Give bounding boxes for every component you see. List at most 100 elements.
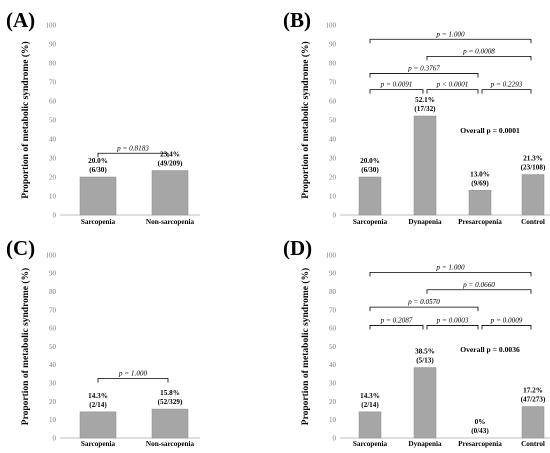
panel-d-y-axis-label: Proportion of metabolic syndrome (%) [300,268,311,425]
panel-c-y-tick-label: 60 [49,325,57,333]
panel-b-x-category-label: Dynapenia [408,218,442,226]
panel-b-y-tick-label: 0 [333,211,337,219]
panel-a-y-tick-label: 70 [49,78,57,86]
panel-b-x-category-label: Presarcopenia [458,218,502,226]
panel-a-bar [79,176,117,216]
panel-b-p-value-label: p < 0.0001 [436,81,469,89]
panel-a-bar-count-label: (49/209) [158,160,183,168]
panel-c-bar [79,411,117,439]
panel-d-p-value-label: p = 0.0570 [407,298,440,306]
panel-b-comparison-bracket [369,73,479,78]
panel-b-y-tick-label: 60 [329,97,337,105]
panel-c-y-tick-label: 10 [49,416,57,424]
panel-d-y-tick-label: 50 [329,343,337,351]
panel-d-x-category-label: Sarcopenia [353,440,388,448]
panel-b-p-value-label: p = 0.2293 [490,81,523,89]
panel-b-y-tick-label: 70 [329,78,337,86]
panel-b-comparison-bracket [426,89,479,94]
panel-d-bar [521,406,545,439]
panel-c-y-tick-label: 20 [49,398,57,406]
panel-b-bar-value-label: 52.1% [415,96,435,104]
panel-b-y-tick-label: 50 [329,116,337,124]
panel-b-bar-value-label: 13.0% [470,170,490,178]
panel-c-y-tick-label: 40 [49,361,57,369]
panel-b-label: (B) [283,8,311,32]
panel-b-bar-count-label: (17/32) [414,105,436,113]
panel-d-p-value-label: p = 0.0660 [462,281,495,289]
panel-b-comparison-bracket [481,89,532,94]
panel-c-x-category-label: Non-sarcopenia [146,440,195,448]
panel-b-bar [413,115,437,216]
panel-a-y-axis-label: Proportion of metabolic syndrome (%) [20,41,31,198]
panel-b-x-category-label: Control [521,218,545,226]
panel-d-comparison-bracket [369,306,479,312]
panel-d-comparison-bracket [426,325,479,330]
panel-c-p-value-label: p = 1.000 [118,370,148,378]
panel-c-bar-value-label: 15.8% [160,389,180,397]
panel-b-y-tick-label: 100 [326,21,337,29]
panel-d-overall-p-label: Overall p = 0.0036 [460,345,520,354]
panel-d-y-tick-label: 0 [333,434,337,442]
panel-d-comparison-bracket [481,325,532,330]
panel-c-bar-value-label: 14.3% [88,392,108,400]
panel-a-y-tick-label: 10 [49,192,57,200]
panel-d-y-tick-label: 100 [326,251,337,259]
panel-d-bar-count-label: (2/14) [361,401,379,409]
panel-d-y-tick-label: 10 [329,416,337,424]
panel-d-bar-value-label: 17.2% [523,387,543,395]
panel-b-comparison-bracket [426,55,532,61]
panel-d-y-tick-label: 70 [329,306,337,314]
panel-a-y-tick-label: 100 [46,21,57,29]
panel-a-p-value-label: p = 0.8183 [116,144,149,152]
panel-a-bar-value-label: 20.0% [88,157,108,165]
panel-d-x-category-label: Dynapenia [408,440,442,448]
panel-d-p-value-label: p = 0.2087 [380,316,413,324]
panel-c-comparison-bracket [97,378,169,383]
panel-b-y-axis-label: Proportion of metabolic syndrome (%) [300,41,311,198]
panel-d-p-value-label: p = 0.0003 [436,316,469,324]
panel-c-y-tick-label: 80 [49,288,57,296]
panel-d-y-tick-label: 30 [329,380,337,388]
panel-c-y-tick-label: 0 [53,434,57,442]
panel-a-y-tick-label: 60 [49,97,57,105]
panel-b-bar [468,190,492,216]
panel-b-p-value-label: p = 0.0091 [380,81,413,89]
panel-a-y-tick-label: 0 [53,211,57,219]
panel-d-bar-value-label: 0% [475,418,486,426]
panel-a-bar-value-label: 23.4% [160,151,180,159]
panel-a-y-tick-label: 80 [49,59,57,67]
panel-c-y-tick-label: 100 [46,251,57,259]
panel-b-bar-value-label: 21.3% [523,155,543,163]
panel-d-bar-count-label: (47/273) [521,396,546,404]
panel-b-y-tick-label: 90 [329,40,337,48]
panel-a-x-category-label: Non-sarcopenia [146,218,195,226]
panel-b-bar [358,176,382,216]
panel-b-x-category-label: Sarcopenia [353,218,388,226]
panel-d-y-tick-label: 60 [329,325,337,333]
panel-a-y-tick-label: 90 [49,40,57,48]
panel-c-y-tick-label: 90 [49,270,57,278]
panel-a-bar-count-label: (6/30) [89,166,107,174]
panel-d-comparison-bracket [426,289,532,294]
panel-b-bar-count-label: (9/69) [471,179,489,187]
panel-d-x-category-label: Presarcopenia [458,440,502,448]
panel-d-comparison-bracket [369,271,532,277]
panel-b-p-value-label: p = 0.0008 [462,47,495,55]
panel-b-y-tick-label: 20 [329,173,337,181]
panel-c-bar [151,408,189,439]
panel-c-y-tick-label: 30 [49,380,57,388]
panel-a-y-tick-label: 50 [49,116,57,124]
panel-a-bar [151,170,189,216]
panel-b-overall-p-label: Overall p = 0.0001 [460,126,520,135]
panel-b-y-tick-label: 30 [329,154,337,162]
panel-b-bar [521,174,545,216]
panel-b-p-value-label: p = 1.000 [435,30,465,38]
panel-b-bar-count-label: (6/30) [361,166,379,174]
panel-d-y-tick-label: 80 [329,288,337,296]
panel-d-comparison-bracket [369,325,424,330]
panel-c-x-category-label: Sarcopenia [81,440,116,448]
panel-a-y-tick-label: 40 [49,135,57,143]
panel-d-x-category-label: Control [521,440,545,448]
panel-b-comparison-bracket [369,89,424,94]
